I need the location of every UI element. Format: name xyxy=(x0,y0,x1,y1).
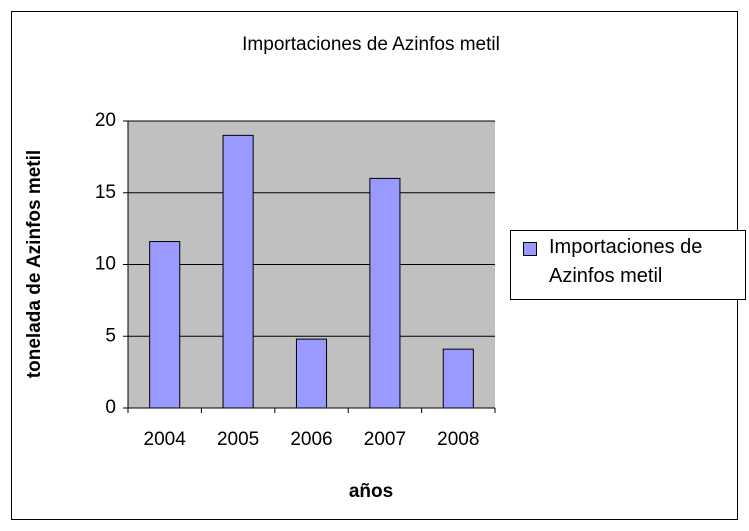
x-tick-label: 2006 xyxy=(290,429,332,450)
bar xyxy=(442,348,474,409)
y-tick-label: 20 xyxy=(95,110,116,131)
x-tick-label: 2007 xyxy=(364,429,406,450)
bar xyxy=(295,338,328,409)
y-tick-label: 5 xyxy=(105,325,116,346)
x-tick-label: 2004 xyxy=(144,429,187,450)
legend-label: Importaciones de Azinfos metil xyxy=(549,236,703,287)
y-tick-label: 10 xyxy=(95,254,116,275)
x-tick-label: 2005 xyxy=(217,429,259,450)
chart-title: Importaciones de Azinfos metil xyxy=(242,34,500,55)
legend-swatch xyxy=(523,242,537,256)
x-tick-label: 2008 xyxy=(437,429,479,450)
bar xyxy=(222,134,254,409)
y-tick-label: 0 xyxy=(105,397,116,418)
y-tick-label: 15 xyxy=(95,182,116,203)
bar xyxy=(149,241,181,409)
x-axis-label: años xyxy=(349,481,393,502)
y-axis-label: tonelada de Azinfos metil xyxy=(24,150,45,378)
legend: Importaciones de Azinfos metil xyxy=(510,230,746,300)
bar xyxy=(369,177,401,409)
